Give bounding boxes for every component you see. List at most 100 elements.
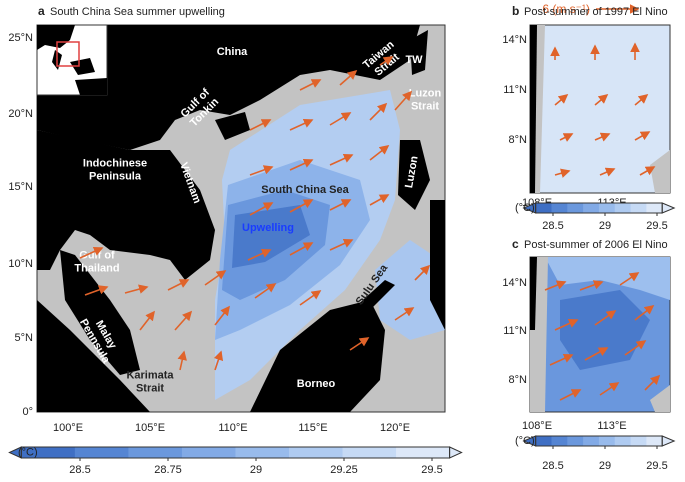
place-label: Strait xyxy=(136,382,164,394)
wind-arrow xyxy=(379,56,394,66)
place-label: Upwelling xyxy=(242,222,294,234)
x-tick-label: 115°E xyxy=(298,422,327,434)
x-tick-label: 100°E xyxy=(53,422,83,434)
wind-arrow xyxy=(549,353,574,366)
wind-arrow xyxy=(594,310,617,326)
y-tick-label: 11°N xyxy=(503,325,527,337)
map-a xyxy=(36,24,446,413)
y-tick-label: 14°N xyxy=(502,277,527,289)
panel-label: a xyxy=(38,4,45,18)
wind-arrow xyxy=(247,248,272,261)
place-label: Indochinese xyxy=(83,157,147,169)
place-label: Luzon xyxy=(409,87,442,99)
y-tick-label: 25°N xyxy=(8,32,33,44)
colorbar-unit: (°C) xyxy=(515,435,535,447)
map-c xyxy=(529,256,671,413)
colorbar-cell xyxy=(567,436,584,446)
colorbar-cell xyxy=(630,203,647,213)
y-tick-label: 5°N xyxy=(15,332,34,344)
wind-arrow xyxy=(249,165,274,176)
colorbar-cell xyxy=(598,203,616,213)
colorbar-tick-label: 29.5 xyxy=(646,220,667,232)
wind-arrow xyxy=(289,199,314,213)
colorbar-cell xyxy=(396,447,451,458)
y-tick-label: 15°N xyxy=(8,181,33,193)
place-label: Borneo xyxy=(297,378,336,390)
wind-arrow xyxy=(554,168,571,178)
colorbar-cell xyxy=(646,436,663,446)
wind-arrow xyxy=(369,145,390,161)
wind-arrow xyxy=(594,132,611,142)
x-tick-label: 110°E xyxy=(218,422,247,434)
x-tick-label: 108°E xyxy=(522,420,552,432)
wind-arrow xyxy=(213,350,224,371)
wind-arrow xyxy=(599,382,620,396)
wind-arrow xyxy=(554,93,569,106)
colorbar-tick-label: 28.75 xyxy=(154,464,182,476)
wind-arrow xyxy=(579,280,604,291)
wind-arrow xyxy=(174,310,193,331)
colorbar-tick-label: 29.5 xyxy=(421,464,442,476)
colorbar-cell xyxy=(535,203,552,213)
colorbar-tick-label: 29 xyxy=(599,460,611,472)
colorbar-cell xyxy=(583,203,600,213)
wind-arrow xyxy=(414,264,431,281)
colorbar-frame xyxy=(20,446,451,459)
y-tick-label: 8°N xyxy=(509,134,528,146)
place-label: Luzon xyxy=(403,155,420,189)
y-tick-label: 8°N xyxy=(509,374,528,386)
wind-arrow xyxy=(394,307,415,321)
wind-arrow xyxy=(634,93,649,106)
wind-arrow xyxy=(644,374,661,391)
wind-arrow xyxy=(289,242,314,256)
wind-arrow xyxy=(177,350,187,371)
y-tick-label: 20°N xyxy=(8,108,33,120)
wind-arrow xyxy=(289,158,314,171)
wind-arrow xyxy=(124,284,149,294)
map-b xyxy=(529,24,671,194)
colorbar-cell xyxy=(342,447,397,458)
y-tick-label: 11°N xyxy=(503,84,527,96)
colorbar-cell xyxy=(235,447,290,458)
wind-arrow xyxy=(249,119,272,131)
panel-title: South China Sea summer upwelling xyxy=(50,6,225,18)
wind-arrow xyxy=(299,290,322,306)
wind-arrow xyxy=(249,202,274,216)
wind-arrow xyxy=(634,131,651,141)
wind-arrow xyxy=(289,118,314,131)
wind-arrow xyxy=(214,305,230,326)
wind-arrow xyxy=(349,337,370,351)
wind-arrow xyxy=(559,133,574,142)
wind-arrow xyxy=(599,167,616,177)
place-label: TW xyxy=(405,54,423,66)
wind-arrow xyxy=(254,283,277,299)
panel-title: Post-summer of 1997 El Nino xyxy=(524,6,668,18)
wind-arrow xyxy=(594,93,609,106)
colorbar-cell xyxy=(614,436,632,446)
colorbar-end xyxy=(661,435,676,447)
wind-arrow xyxy=(84,285,109,296)
wind-arrow xyxy=(299,79,322,91)
colorbar-frame xyxy=(535,202,663,214)
colorbar-cell xyxy=(181,447,236,458)
x-tick-label: 120°E xyxy=(380,422,410,434)
place-label: South China Sea xyxy=(261,184,349,196)
colorbar-cell xyxy=(74,447,129,458)
wind-arrow xyxy=(624,340,647,356)
colorbar-frame xyxy=(535,435,663,447)
colorbar-cell xyxy=(551,436,568,446)
wind-arrow xyxy=(544,280,567,291)
place-label: China xyxy=(217,46,248,58)
wind-arrow xyxy=(329,112,352,126)
place-label: Thailand xyxy=(74,262,119,274)
y-tick-label: 10°N xyxy=(8,258,33,270)
colorbar-cell xyxy=(583,436,600,446)
wind-arrow xyxy=(79,246,104,259)
panel-label: c xyxy=(512,237,519,251)
x-tick-label: 105°E xyxy=(135,422,165,434)
wind-arrow xyxy=(639,166,656,176)
wind-arrow xyxy=(554,318,579,331)
colorbar-cell xyxy=(128,447,183,458)
colorbar-tick-label: 28.5 xyxy=(69,464,90,476)
